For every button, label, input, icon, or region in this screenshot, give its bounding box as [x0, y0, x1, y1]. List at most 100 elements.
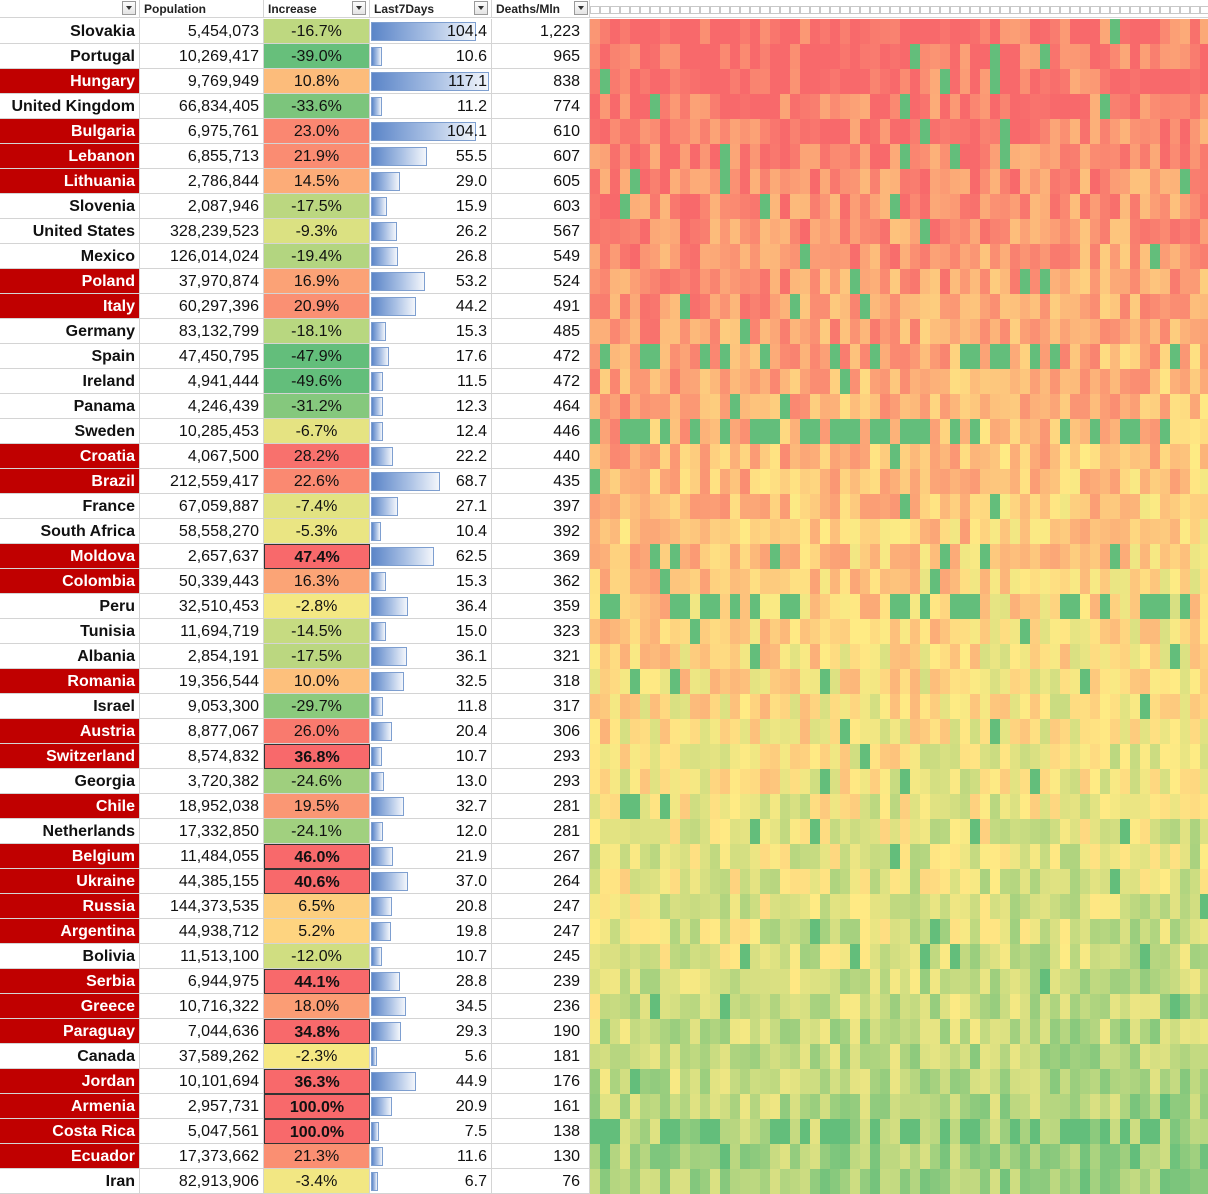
- deaths-per-mln-cell[interactable]: 76: [492, 1169, 590, 1194]
- last7days-cell[interactable]: 37.0: [370, 869, 492, 894]
- deaths-per-mln-cell[interactable]: 472: [492, 369, 590, 394]
- population-cell[interactable]: 11,694,719: [140, 619, 264, 644]
- deaths-per-mln-cell[interactable]: 264: [492, 869, 590, 894]
- deaths-per-mln-cell[interactable]: 281: [492, 819, 590, 844]
- country-cell[interactable]: Paraguay: [0, 1019, 140, 1044]
- population-cell[interactable]: 4,246,439: [140, 394, 264, 419]
- last7days-cell[interactable]: 32.5: [370, 669, 492, 694]
- population-cell[interactable]: 6,855,713: [140, 144, 264, 169]
- increase-cell[interactable]: -29.7%: [264, 694, 370, 719]
- population-cell[interactable]: 44,938,712: [140, 919, 264, 944]
- country-cell[interactable]: Serbia: [0, 969, 140, 994]
- population-cell[interactable]: 37,589,262: [140, 1044, 264, 1069]
- country-cell[interactable]: Poland: [0, 269, 140, 294]
- increase-cell[interactable]: 36.3%: [264, 1069, 370, 1094]
- deaths-per-mln-cell[interactable]: 281: [492, 794, 590, 819]
- country-cell[interactable]: Portugal: [0, 44, 140, 69]
- last7days-cell[interactable]: 15.3: [370, 319, 492, 344]
- last7days-cell[interactable]: 17.6: [370, 344, 492, 369]
- increase-cell[interactable]: 34.8%: [264, 1019, 370, 1044]
- deaths-per-mln-cell[interactable]: 603: [492, 194, 590, 219]
- country-cell[interactable]: Belgium: [0, 844, 140, 869]
- increase-cell[interactable]: -3.4%: [264, 1169, 370, 1194]
- population-cell[interactable]: 8,877,067: [140, 719, 264, 744]
- deaths-per-mln-cell[interactable]: 247: [492, 894, 590, 919]
- deaths-per-mln-cell[interactable]: 524: [492, 269, 590, 294]
- country-cell[interactable]: France: [0, 494, 140, 519]
- increase-cell[interactable]: -2.8%: [264, 594, 370, 619]
- last7days-cell[interactable]: 117.1: [370, 69, 492, 94]
- country-cell[interactable]: Russia: [0, 894, 140, 919]
- country-cell[interactable]: Netherlands: [0, 819, 140, 844]
- deaths-per-mln-cell[interactable]: 838: [492, 69, 590, 94]
- population-cell[interactable]: 18,952,038: [140, 794, 264, 819]
- last7days-cell[interactable]: 5.6: [370, 1044, 492, 1069]
- deaths-per-mln-cell[interactable]: 362: [492, 569, 590, 594]
- country-cell[interactable]: Colombia: [0, 569, 140, 594]
- increase-cell[interactable]: 21.9%: [264, 144, 370, 169]
- country-cell[interactable]: Italy: [0, 294, 140, 319]
- last7days-cell[interactable]: 11.8: [370, 694, 492, 719]
- deaths-per-mln-cell[interactable]: 306: [492, 719, 590, 744]
- population-cell[interactable]: 83,132,799: [140, 319, 264, 344]
- country-cell[interactable]: Brazil: [0, 469, 140, 494]
- increase-cell[interactable]: 100.0%: [264, 1094, 370, 1119]
- deaths-per-mln-cell[interactable]: 397: [492, 494, 590, 519]
- deaths-per-mln-cell[interactable]: 190: [492, 1019, 590, 1044]
- country-cell[interactable]: United Kingdom: [0, 94, 140, 119]
- population-cell[interactable]: 10,285,453: [140, 419, 264, 444]
- last7days-cell[interactable]: 15.0: [370, 619, 492, 644]
- deaths-per-mln-cell[interactable]: 472: [492, 344, 590, 369]
- country-cell[interactable]: Canada: [0, 1044, 140, 1069]
- last7days-cell[interactable]: 29.0: [370, 169, 492, 194]
- population-cell[interactable]: 2,786,844: [140, 169, 264, 194]
- last7days-cell[interactable]: 11.2: [370, 94, 492, 119]
- last7days-cell[interactable]: 53.2: [370, 269, 492, 294]
- deaths-per-mln-cell[interactable]: 245: [492, 944, 590, 969]
- last7days-cell[interactable]: 27.1: [370, 494, 492, 519]
- deaths-per-mln-cell[interactable]: 293: [492, 769, 590, 794]
- increase-cell[interactable]: -39.0%: [264, 44, 370, 69]
- increase-cell[interactable]: -14.5%: [264, 619, 370, 644]
- deaths-per-mln-cell[interactable]: 491: [492, 294, 590, 319]
- deaths-per-mln-cell[interactable]: 605: [492, 169, 590, 194]
- increase-cell[interactable]: -6.7%: [264, 419, 370, 444]
- deaths-per-mln-cell[interactable]: 610: [492, 119, 590, 144]
- deaths-per-mln-cell[interactable]: 359: [492, 594, 590, 619]
- population-cell[interactable]: 8,574,832: [140, 744, 264, 769]
- population-cell[interactable]: 5,047,561: [140, 1119, 264, 1144]
- last7days-cell[interactable]: 19.8: [370, 919, 492, 944]
- population-cell[interactable]: 328,239,523: [140, 219, 264, 244]
- increase-cell[interactable]: 47.4%: [264, 544, 370, 569]
- increase-cell[interactable]: 100.0%: [264, 1119, 370, 1144]
- increase-cell[interactable]: 22.6%: [264, 469, 370, 494]
- last7days-cell[interactable]: 28.8: [370, 969, 492, 994]
- deaths-per-mln-cell[interactable]: 161: [492, 1094, 590, 1119]
- deaths-per-mln-cell[interactable]: 321: [492, 644, 590, 669]
- country-cell[interactable]: Argentina: [0, 919, 140, 944]
- country-cell[interactable]: Slovakia: [0, 19, 140, 44]
- increase-cell[interactable]: -47.9%: [264, 344, 370, 369]
- country-cell[interactable]: Spain: [0, 344, 140, 369]
- last7days-cell[interactable]: 20.8: [370, 894, 492, 919]
- country-cell[interactable]: South Africa: [0, 519, 140, 544]
- increase-cell[interactable]: 16.9%: [264, 269, 370, 294]
- last7days-cell[interactable]: 26.2: [370, 219, 492, 244]
- deaths-per-mln-cell[interactable]: 239: [492, 969, 590, 994]
- country-cell[interactable]: Tunisia: [0, 619, 140, 644]
- country-cell[interactable]: Ukraine: [0, 869, 140, 894]
- increase-cell[interactable]: -31.2%: [264, 394, 370, 419]
- country-cell[interactable]: Peru: [0, 594, 140, 619]
- country-cell[interactable]: Costa Rica: [0, 1119, 140, 1144]
- country-cell[interactable]: Iran: [0, 1169, 140, 1194]
- last7days-cell[interactable]: 68.7: [370, 469, 492, 494]
- last7days-cell[interactable]: 36.1: [370, 644, 492, 669]
- deaths-per-mln-cell[interactable]: 247: [492, 919, 590, 944]
- population-cell[interactable]: 5,454,073: [140, 19, 264, 44]
- increase-cell[interactable]: -18.1%: [264, 319, 370, 344]
- increase-cell[interactable]: 21.3%: [264, 1144, 370, 1169]
- last7days-cell[interactable]: 104.1: [370, 119, 492, 144]
- deaths-per-mln-cell[interactable]: 392: [492, 519, 590, 544]
- increase-cell[interactable]: 44.1%: [264, 969, 370, 994]
- increase-cell[interactable]: 19.5%: [264, 794, 370, 819]
